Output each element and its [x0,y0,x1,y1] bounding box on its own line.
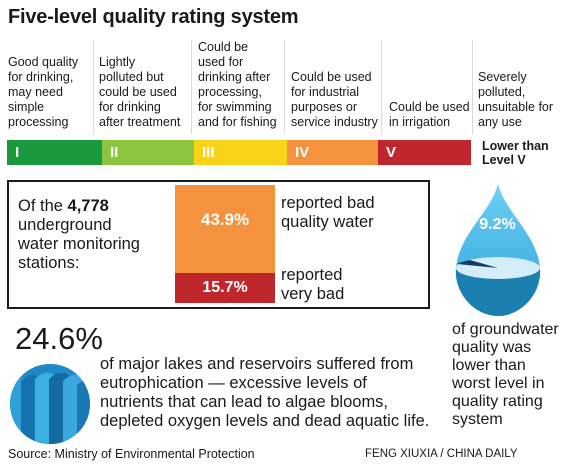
level-4-description: Could be used for industrial purposes or se… [291,70,378,129]
stations-box [7,180,430,309]
water-drop-icon [455,184,541,316]
page-title: Five-level quality rating system [8,6,299,28]
level-1-bar: I [7,140,102,165]
lakes-description: of major lakes and reservoirs suffered f… [100,355,430,430]
below-level-5-description: Severely polluted, unsuitable for any use [478,70,554,129]
divider [472,40,473,134]
groundwater-percentage: 9.2% [479,216,516,233]
divider [381,40,382,134]
level-2-description: Lightly polluted but could be used for drin… [99,55,181,129]
level-2-bar: II [102,140,194,165]
lower-than-level-5-label: Lower than Level V [482,139,549,167]
stations-count: 4,778 [67,197,109,215]
divider [93,40,94,134]
level-3-bar: III [194,140,287,165]
source-note: Source: Ministry of Environmental Protec… [8,447,255,461]
groundwater-description: of groundwater quality was lower than worst… [452,321,559,428]
divider [191,40,192,134]
bad-quality-label: reported bad quality water [281,194,375,231]
level-5-bar: V [378,140,471,165]
lake-icon [10,364,90,444]
credit-line: FENG XIUXIA / CHINA DAILY [365,448,518,460]
bad-quality-bar: 43.9% [175,185,275,273]
level-5-description: Could be used in irrigation [389,100,470,129]
lakes-percentage: 24.6% [15,321,103,356]
divider [284,40,285,134]
stations-description: Of the 4,778 underground water monitorin… [18,197,140,272]
level-4-bar: IV [287,140,378,165]
very-bad-label: reported very bad [281,266,345,303]
level-3-description: Could be used for drinking after processing… [198,40,277,129]
level-1-description: Good quality for drinking, may need simple p… [8,55,79,129]
very-bad-bar: 15.7% [175,273,275,303]
pie-slice [457,260,498,268]
